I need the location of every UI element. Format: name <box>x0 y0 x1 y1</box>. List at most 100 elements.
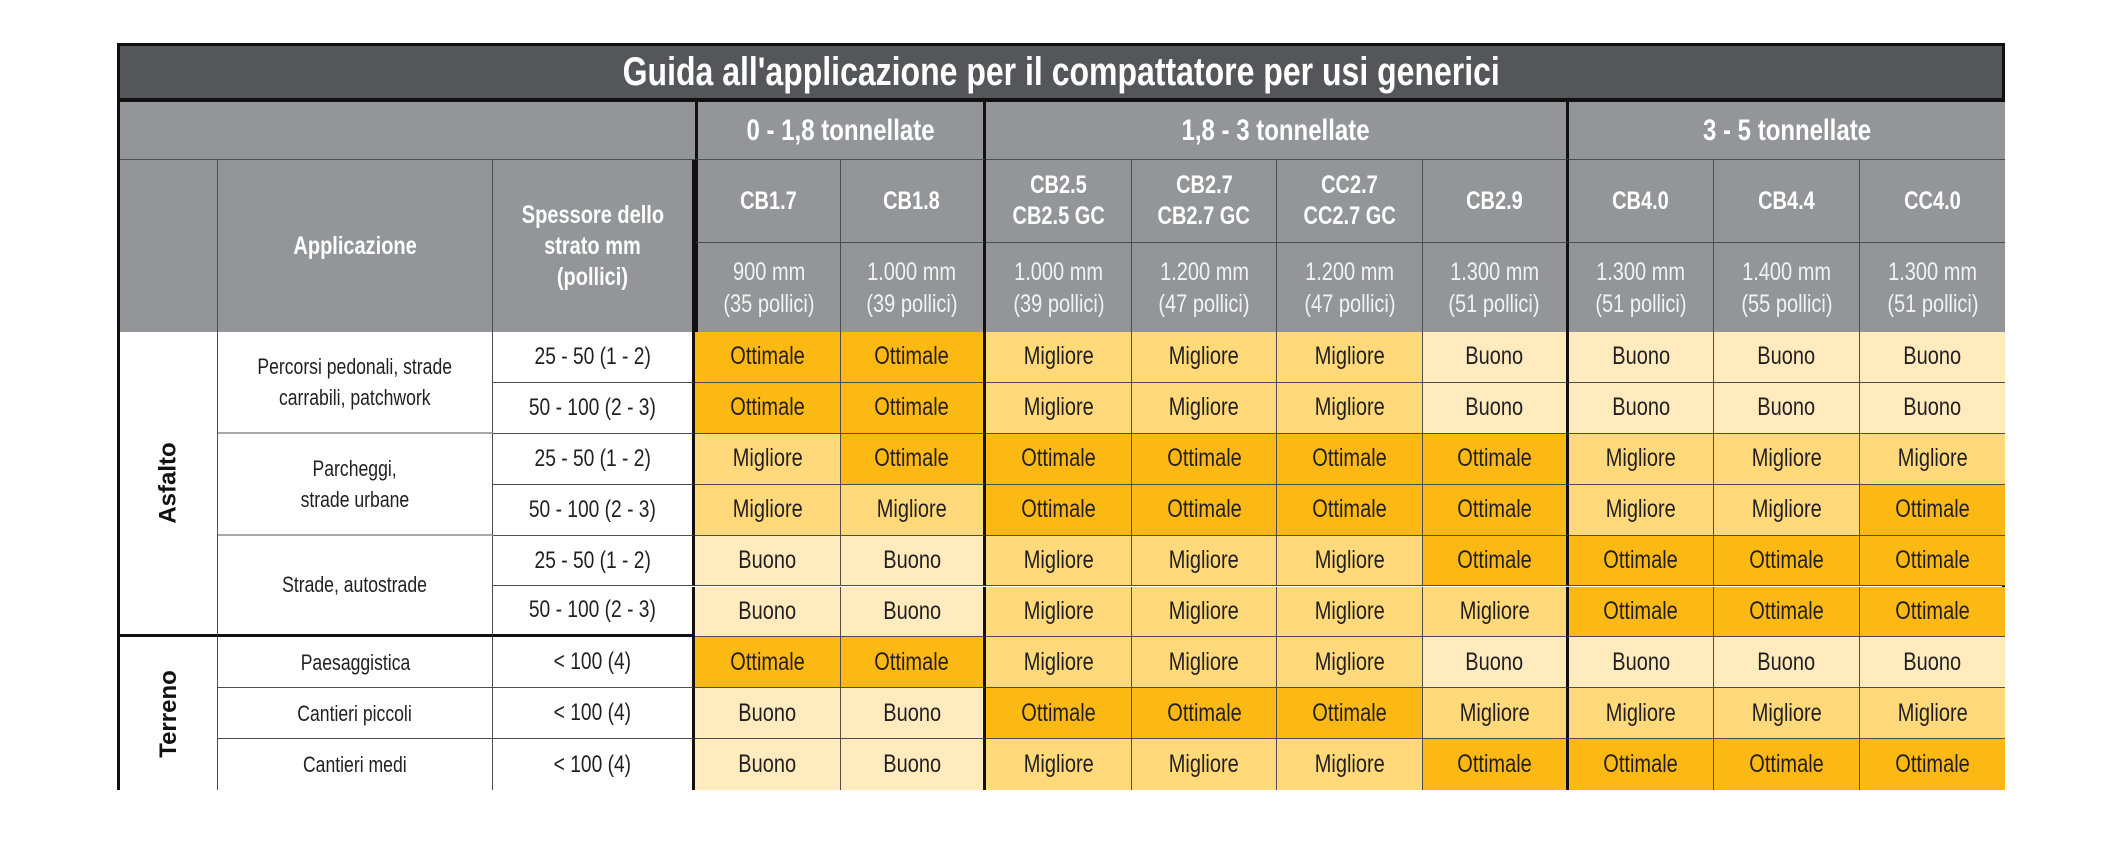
rating-cell: Buono <box>1423 382 1569 434</box>
rating-cell: Buono <box>1568 382 1715 434</box>
rating-ottimale: Ottimale <box>1895 495 1970 524</box>
rating-cell: Buono <box>1423 332 1569 383</box>
application-label: Paesaggistica <box>300 649 410 675</box>
application-label: Strade, autostrade <box>282 572 428 598</box>
thickness-value: < 100 (4) <box>553 648 632 676</box>
rating-cell: Ottimale <box>1277 688 1423 740</box>
header-spessore-line: (pollici) <box>556 262 629 291</box>
rating-ottimale: Ottimale <box>1312 495 1387 524</box>
rating-migliore: Migliore <box>1314 546 1385 575</box>
category-label-cell: Asfalto <box>120 332 218 638</box>
drum-width-inch: (51 pollici) <box>1595 289 1687 318</box>
rating-cell: Migliore <box>986 637 1132 689</box>
group-header-label: 3 - 5 tonnellate <box>1702 113 1872 147</box>
drum-width-mm: 1.300 mm <box>1449 257 1539 286</box>
rating-cell: Migliore <box>1859 433 2006 485</box>
rating-cell: Buono <box>1859 637 2006 689</box>
rating-cell: Migliore <box>840 484 987 536</box>
model-name: CC4.0 <box>1904 186 1961 215</box>
model-name: CC2.7 <box>1321 171 1379 199</box>
rating-ottimale: Ottimale <box>1603 750 1679 779</box>
rating-ottimale: Ottimale <box>1021 444 1096 473</box>
model-header: CB1.8 <box>840 160 987 243</box>
model-dimension: 1.000 mm (39 pollici) <box>840 243 987 332</box>
rating-cell: Migliore <box>1423 688 1569 740</box>
rating-migliore: Migliore <box>1314 596 1385 625</box>
rating-cell: Ottimale <box>986 433 1132 485</box>
rating-cell: Buono <box>695 688 841 740</box>
rating-cell: Buono <box>1859 382 2006 434</box>
rating-buono: Buono <box>1611 342 1670 371</box>
header-spessore: Spessore dello strato mm (pollici) <box>493 160 695 332</box>
rating-cell: Buono <box>1568 637 1715 689</box>
rating-migliore: Migliore <box>732 444 803 473</box>
model-header: CC4.0 <box>1859 160 2006 243</box>
rating-buono: Buono <box>1465 647 1524 676</box>
application-label: strade urbane <box>300 486 410 512</box>
rating-cell: Buono <box>840 739 987 791</box>
rating-cell: Migliore <box>986 535 1132 587</box>
rating-ottimale: Ottimale <box>1895 750 1970 779</box>
rating-ottimale: Ottimale <box>730 647 805 676</box>
thickness-cell: < 100 (4) <box>493 739 695 791</box>
rating-cell: Migliore <box>1131 586 1278 638</box>
rating-cell: Ottimale <box>1568 739 1715 791</box>
rating-migliore: Migliore <box>1751 495 1822 524</box>
rating-migliore: Migliore <box>1169 393 1240 422</box>
rating-buono: Buono <box>738 546 797 575</box>
rating-cell: Ottimale <box>1859 739 2006 791</box>
rating-ottimale: Ottimale <box>1021 698 1096 727</box>
header-blank <box>120 102 695 160</box>
category-label: Terreno <box>154 669 182 758</box>
thickness-cell: 50 - 100 (2 - 3) <box>493 382 695 434</box>
rating-cell: Ottimale <box>1131 484 1278 536</box>
rating-cell: Buono <box>1859 332 2006 383</box>
rating-cell: Migliore <box>986 382 1132 434</box>
rating-cell: Migliore <box>1277 332 1423 383</box>
rating-migliore: Migliore <box>1023 750 1094 779</box>
rating-migliore: Migliore <box>1169 596 1240 625</box>
rating-cell: Buono <box>695 535 841 587</box>
drum-width-mm: 900 mm <box>732 257 805 286</box>
rating-migliore: Migliore <box>1169 647 1240 676</box>
rating-cell: Migliore <box>1277 586 1423 638</box>
rating-cell: Ottimale <box>1568 535 1715 587</box>
rating-cell: Buono <box>1568 332 1715 383</box>
rating-cell: Ottimale <box>1714 535 1860 587</box>
rating-migliore: Migliore <box>1605 698 1676 727</box>
rating-cell: Ottimale <box>695 332 841 383</box>
group-header: 0 - 1,8 tonnellate <box>695 102 987 160</box>
rating-buono: Buono <box>738 698 797 727</box>
rating-buono: Buono <box>1465 342 1524 371</box>
drum-width-mm: 1.000 mm <box>867 257 957 286</box>
rating-cell: Migliore <box>1131 382 1278 434</box>
rating-ottimale: Ottimale <box>1749 750 1824 779</box>
rating-cell: Ottimale <box>1131 433 1278 485</box>
rating-cell: Migliore <box>1131 739 1278 791</box>
rating-buono: Buono <box>1611 393 1670 422</box>
application-label: Percorsi pedonali, strade <box>257 353 453 379</box>
thickness-value: 25 - 50 (1 - 2) <box>534 342 651 370</box>
group-header: 3 - 5 tonnellate <box>1568 102 2006 160</box>
thickness-cell: 50 - 100 (2 - 3) <box>493 484 695 536</box>
header-category-blank <box>120 160 218 332</box>
rating-cell: Ottimale <box>1277 433 1423 485</box>
application-label: Cantieri medi <box>303 752 407 778</box>
rating-ottimale: Ottimale <box>1749 596 1824 625</box>
rating-migliore: Migliore <box>1023 596 1094 625</box>
rating-cell: Ottimale <box>695 637 841 689</box>
rating-cell: Ottimale <box>1131 688 1278 740</box>
rating-cell: Ottimale <box>986 484 1132 536</box>
rating-ottimale: Ottimale <box>1457 495 1532 524</box>
drum-width-mm: 1.200 mm <box>1159 257 1249 286</box>
rating-ottimale: Ottimale <box>1312 444 1387 473</box>
rating-migliore: Migliore <box>1897 698 1968 727</box>
drum-width-inch: (39 pollici) <box>866 289 958 318</box>
drum-width-inch: (47 pollici) <box>1158 289 1250 318</box>
model-header: CB2.5 CB2.5 GC <box>986 160 1132 243</box>
header-applicazione: Applicazione <box>218 160 493 332</box>
thickness-value: 25 - 50 (1 - 2) <box>534 444 651 472</box>
drum-width-inch: (51 pollici) <box>1448 289 1540 318</box>
rating-cell: Ottimale <box>840 637 987 689</box>
rating-cell: Ottimale <box>1859 535 2006 587</box>
